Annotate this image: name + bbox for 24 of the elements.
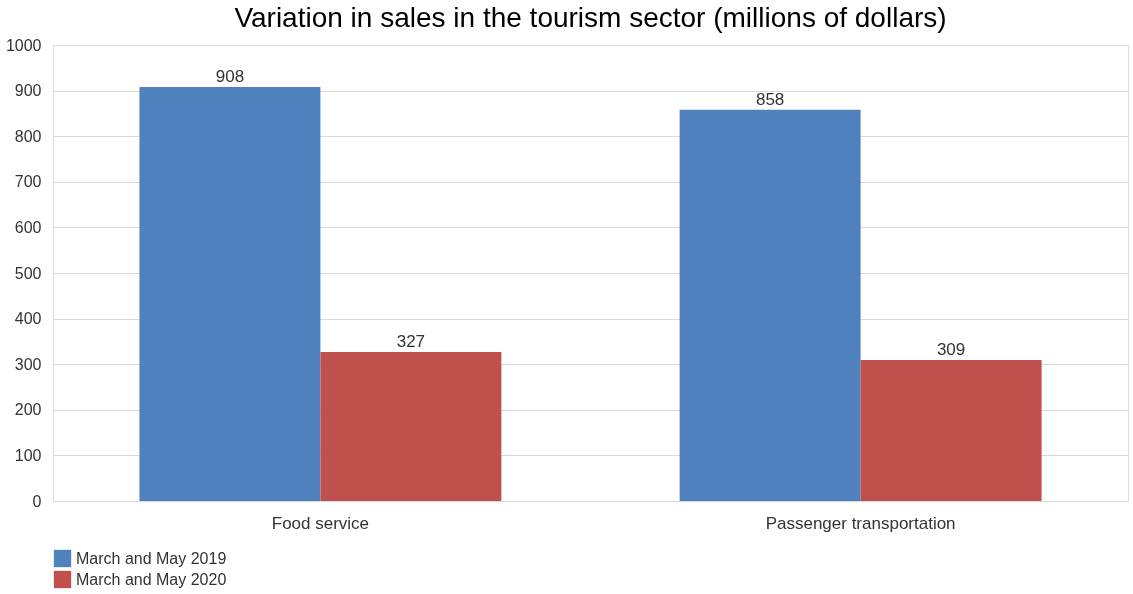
y-tick-label: 0	[32, 492, 42, 510]
chart-title: Variation in sales in the tourism sector (millions of dollars)	[234, 2, 947, 33]
y-tick-label: 500	[14, 264, 42, 282]
y-tick-label: 400	[14, 310, 42, 328]
y-tick-label: 1000	[5, 36, 42, 54]
y-tick-label: 100	[14, 446, 42, 464]
legend-label: March and May 2019	[76, 549, 227, 567]
bar	[320, 351, 502, 501]
bar	[139, 86, 321, 501]
bar	[679, 109, 861, 501]
y-tick-label: 600	[14, 218, 42, 236]
y-tick-label: 700	[14, 173, 42, 191]
y-tick-label: 300	[14, 355, 42, 373]
x-tick-label: Food service	[271, 513, 370, 533]
y-tick-label: 200	[14, 401, 42, 419]
data-label: 309	[936, 340, 966, 360]
y-tick-label: 900	[14, 82, 42, 100]
bar	[860, 360, 1042, 501]
data-label: 858	[755, 89, 785, 109]
data-label: 327	[396, 331, 426, 351]
y-tick-label: 800	[14, 127, 42, 145]
x-tick-label: Passenger transportation	[765, 513, 956, 533]
legend-label: March and May 2020	[76, 570, 227, 588]
data-label: 908	[215, 66, 245, 86]
